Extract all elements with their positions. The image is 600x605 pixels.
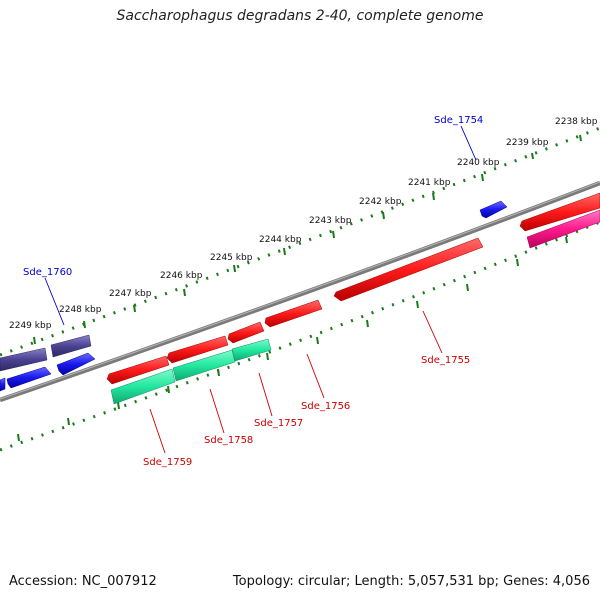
outer-major-ticks [33, 134, 582, 345]
gene-label-sde-1758: Sde_1758 [204, 435, 253, 446]
genome-backbone-highlight [0, 181, 600, 400]
tick-label: 2242 kbp [359, 197, 402, 207]
gene-sde-1758[interactable] [172, 349, 236, 382]
tick-label: 2243 kbp [309, 216, 352, 226]
outer-tick-arc [0, 126, 600, 357]
gene-sde-1759-red[interactable] [106, 355, 170, 385]
gene-label-sde-1754: Sde_1754 [434, 115, 483, 126]
gene-label-sde-1757: Sde_1757 [254, 418, 303, 429]
gene-label-sde-1755: Sde_1755 [421, 355, 470, 366]
gene-sde-1759[interactable] [110, 368, 176, 405]
gene-right-pink[interactable] [526, 209, 600, 249]
tick-label: 2240 kbp [457, 158, 500, 168]
tick-label: 2247 kbp [109, 289, 152, 299]
gene-sde-1754[interactable] [479, 200, 508, 219]
gene-label-sde-1760: Sde_1760 [23, 267, 72, 278]
gene-sde-1755[interactable] [333, 237, 484, 302]
tick-label: 2246 kbp [160, 271, 203, 281]
map-title: Saccharophagus degradans 2-40, complete … [116, 8, 484, 24]
label-leaders [44, 125, 477, 454]
genome-summary: Topology: circular; Length: 5,057,531 bp… [232, 574, 590, 589]
gene-labels: Sde_1754 Sde_1760 Sde_1755 Sde_1756 Sde_… [23, 115, 483, 468]
gene-blue-3[interactable] [0, 377, 6, 392]
gene-sde-1756[interactable] [264, 299, 323, 328]
tick-label: 2238 kbp [555, 117, 598, 127]
gene-sde-1758-red[interactable] [166, 335, 229, 364]
gene-right-red[interactable] [519, 192, 600, 232]
inner-tick-arc [0, 220, 600, 452]
tick-label: 2249 kbp [9, 321, 52, 331]
tick-label: 2239 kbp [506, 138, 549, 148]
gene-sde-1757[interactable] [231, 338, 272, 362]
gene-label-sde-1759: Sde_1759 [143, 457, 192, 468]
gene-blue-2[interactable] [6, 366, 52, 389]
gene-sde-1757-red[interactable] [227, 321, 265, 344]
tick-label: 2244 kbp [259, 235, 302, 245]
gene-sde-1760[interactable] [0, 347, 48, 372]
gene-purple-1[interactable] [50, 334, 92, 358]
accession-label: Accession: NC_007912 [9, 574, 157, 589]
tick-label: 2245 kbp [210, 253, 253, 263]
genome-backbone [0, 180, 600, 403]
tick-labels: 2238 kbp 2239 kbp 2240 kbp 2241 kbp 2242… [9, 117, 598, 331]
inner-major-ticks [17, 236, 568, 442]
tick-label: 2241 kbp [408, 178, 451, 188]
gene-label-sde-1756: Sde_1756 [301, 401, 350, 412]
tick-label: 2248 kbp [59, 305, 102, 315]
gene-blue-1[interactable] [56, 352, 96, 376]
